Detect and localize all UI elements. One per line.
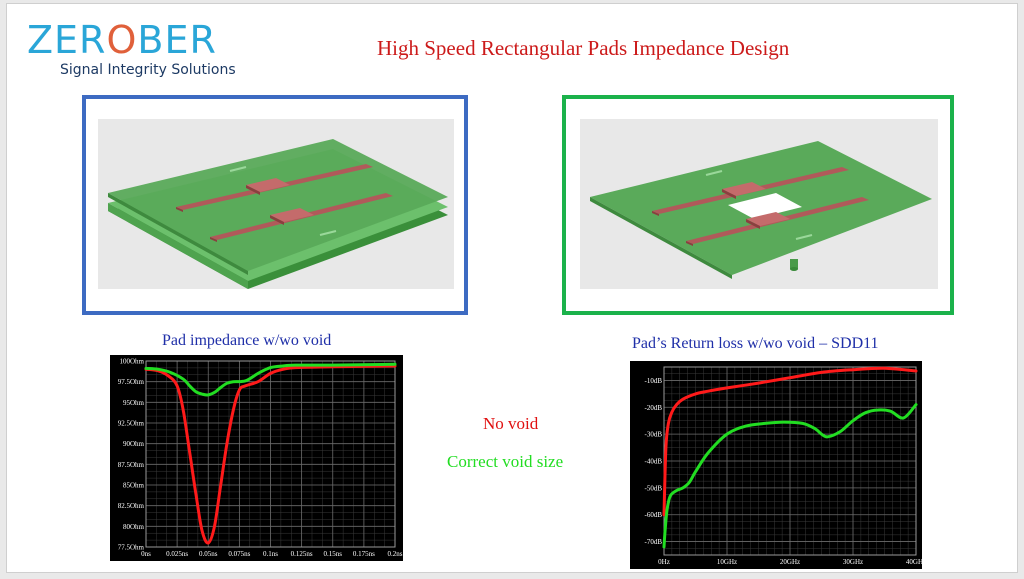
- y-tick-label: 82.5Ohm: [118, 502, 145, 510]
- y-tick-label: -50dB: [645, 484, 663, 492]
- x-tick-label: 0Hz: [658, 558, 670, 566]
- x-tick-label: 0.075ns: [228, 550, 250, 558]
- chart-title-impedance: Pad impedance w/wo void: [162, 332, 332, 349]
- y-tick-label: 92.5Ohm: [118, 420, 145, 428]
- x-tick-label: 0.175ns: [353, 550, 375, 558]
- series-line-correct-void: [662, 403, 918, 549]
- chart-title-return-loss: Pad’s Return loss w/wo void – SDD11: [632, 335, 879, 352]
- render-panel-no-void: [82, 95, 468, 315]
- y-tick-label: 100Ohm: [120, 358, 145, 366]
- y-tick-label: -40dB: [645, 458, 663, 466]
- x-tick-label: 40GHz: [906, 558, 922, 566]
- legend-correct-void: Correct void size: [447, 452, 564, 471]
- x-tick-label: 0.125ns: [291, 550, 313, 558]
- render-panel-correct-void: [562, 95, 954, 315]
- series-line-no-void: [662, 366, 918, 517]
- zerober-logo: ZEROBER Signal Integrity Solutions: [27, 16, 267, 86]
- pcb-render-correct-void-image: [580, 119, 938, 289]
- y-tick-label: 87.5Ohm: [118, 461, 145, 469]
- x-tick-label: 0.025ns: [166, 550, 188, 558]
- y-tick-label: 95Ohm: [123, 399, 145, 407]
- logo-wordmark: ZEROBER: [27, 18, 217, 62]
- x-tick-label: 10GHz: [717, 558, 737, 566]
- legend-no-void: No void: [483, 414, 539, 433]
- y-tick-label: -20dB: [645, 404, 663, 412]
- slide-title: High Speed Rectangular Pads Impedance De…: [377, 36, 790, 60]
- y-tick-label: 85Ohm: [123, 482, 145, 490]
- slide: ZEROBER Signal Integrity Solutions High …: [6, 3, 1018, 573]
- chart-background: [110, 355, 403, 561]
- series-line-no-void: [144, 364, 397, 545]
- pcb-render-no-void-image: [98, 119, 454, 289]
- return-loss-chart: 0Hz 10GHz 20GHz 30GHz 40GHz -10dB -20dB -30dB -4…: [630, 361, 922, 569]
- chart-background: [630, 361, 922, 569]
- x-tick-label: 0.05ns: [199, 550, 218, 558]
- logo-tagline: Signal Integrity Solutions: [60, 62, 236, 78]
- y-tick-label: -70dB: [645, 538, 663, 546]
- y-tick-label: 80Ohm: [123, 523, 145, 531]
- x-tick-label: 30GHz: [843, 558, 863, 566]
- x-tick-label: 0.15ns: [324, 550, 343, 558]
- x-tick-label: 0ns: [141, 550, 151, 558]
- y-tick-label: 77.5Ohm: [118, 544, 145, 552]
- y-tick-label: -10dB: [645, 377, 663, 385]
- series-line-correct-void: [144, 362, 397, 397]
- y-tick-label: 90Ohm: [123, 440, 145, 448]
- y-tick-label: -60dB: [645, 511, 663, 519]
- y-tick-label: 97.5Ohm: [118, 378, 145, 386]
- impedance-chart: 0ns 0.025ns 0.05ns 0.075ns 0.1ns 0.125ns 0.15n…: [110, 355, 403, 561]
- x-tick-label: 20GHz: [780, 558, 800, 566]
- x-tick-label: 0.2ns: [388, 550, 403, 558]
- y-tick-label: -30dB: [645, 431, 663, 439]
- plot-frame: [145, 360, 396, 548]
- x-tick-label: 0.1ns: [263, 550, 278, 558]
